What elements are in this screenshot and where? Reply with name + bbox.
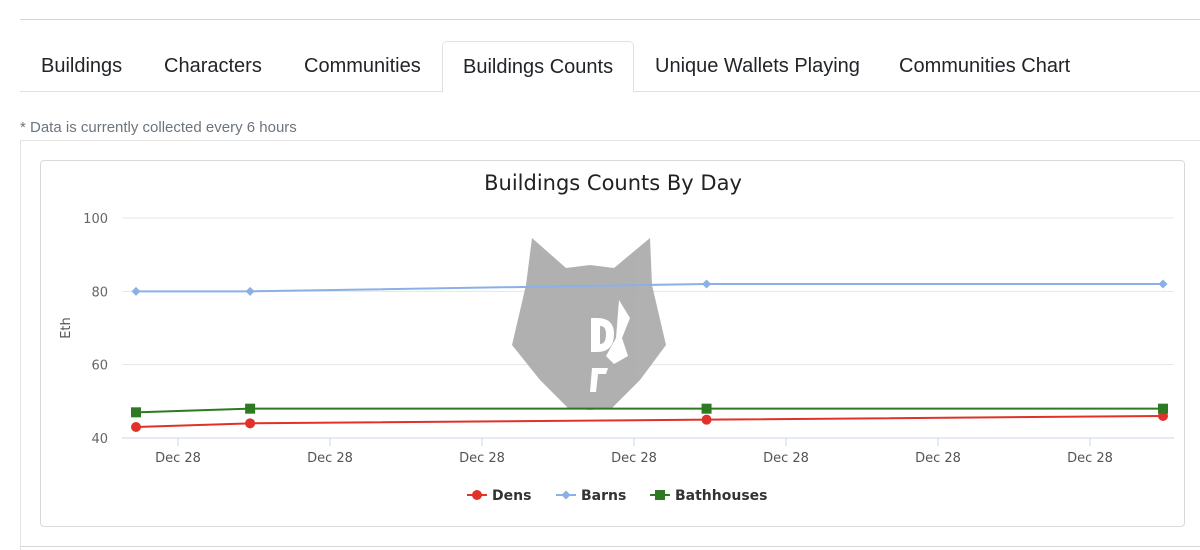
legend-dens-marker xyxy=(472,490,482,500)
legend-barns-label: Barns xyxy=(581,488,626,504)
series xyxy=(131,279,1168,432)
tab-characters[interactable]: Characters xyxy=(164,55,262,77)
x-tick-label: Dec 28 xyxy=(611,451,657,466)
y-tick-label: 100 xyxy=(83,212,108,227)
data-collection-note: * Data is currently collected every 6 ho… xyxy=(20,119,297,136)
bathhouses-point xyxy=(1158,403,1168,414)
y-tick-label: 40 xyxy=(91,432,108,447)
top-divider xyxy=(20,19,1200,20)
legend-bathhouses-marker xyxy=(655,490,665,500)
y-tick-label: 60 xyxy=(91,359,108,374)
tab-bar: Buildings Characters Communities Buildin… xyxy=(20,41,1200,93)
bathhouses-point xyxy=(131,407,141,418)
dens-point xyxy=(131,422,141,432)
bathhouses-line xyxy=(135,407,1163,414)
axes: 40 60 80 100 Dec 28 Dec 28 Dec 28 Dec 28 Dec 28 D… xyxy=(83,212,1174,466)
y-tick-label: 80 xyxy=(91,285,108,300)
legend: Dens Barns Bathhouses xyxy=(467,488,768,504)
x-tick-label: Dec 28 xyxy=(763,451,809,466)
y-axis-label: Eth xyxy=(59,317,74,339)
tab-communities[interactable]: Communities xyxy=(304,55,421,77)
chart-title: Buildings Counts By Day xyxy=(484,171,742,195)
dens-line xyxy=(135,415,1164,428)
tab-buildings[interactable]: Buildings xyxy=(41,55,123,77)
barns-point xyxy=(702,279,712,289)
bottom-divider xyxy=(20,546,1200,547)
legend-barns-marker xyxy=(561,490,571,500)
bathhouses-point xyxy=(245,403,256,414)
barns-point xyxy=(131,286,141,296)
x-tick-label: Dec 28 xyxy=(915,451,961,466)
x-tick-label: Dec 28 xyxy=(155,451,201,466)
barns-point xyxy=(245,286,255,296)
tab-unique-wallets-playing[interactable]: Unique Wallets Playing xyxy=(655,55,860,77)
tab-buildings-counts[interactable]: Buildings Counts xyxy=(442,41,635,93)
legend-bathhouses-label: Bathhouses xyxy=(675,488,768,504)
tab-communities-chart[interactable]: Communities Chart xyxy=(899,55,1071,77)
legend-dens-label: Dens xyxy=(492,488,531,504)
x-tick-label: Dec 28 xyxy=(459,451,505,466)
dens-point xyxy=(701,414,712,425)
bathhouses-point xyxy=(701,403,712,414)
x-tick-label: Dec 28 xyxy=(307,451,353,466)
wolf-head-icon xyxy=(512,238,666,410)
x-tick-label: Dec 28 xyxy=(1067,451,1113,466)
barns-line xyxy=(136,283,1163,293)
dens-point xyxy=(245,418,256,429)
barns-point xyxy=(1158,279,1168,289)
content-panel xyxy=(20,140,1200,550)
